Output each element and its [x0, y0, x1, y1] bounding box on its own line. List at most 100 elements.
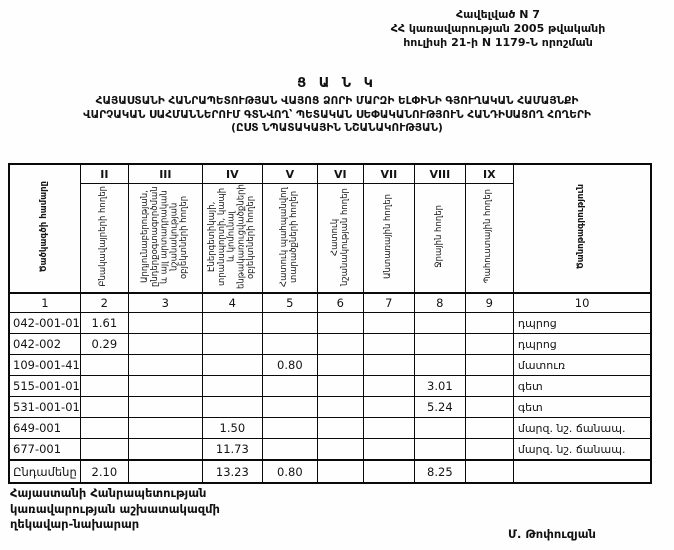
area-value-cell: [316, 312, 364, 334]
parcel-code-cell: 649-001: [8, 417, 81, 439]
total-label-cell: Ընդամենը: [8, 459, 81, 484]
roman-numeral: VII: [362, 163, 415, 184]
area-value-cell: 11.73: [201, 438, 263, 461]
table-row: 649-001 1.50 մարզ. նշ. ճանապ.: [8, 417, 652, 439]
table-row: 042-001-01 1.61 դպրոց: [8, 312, 652, 334]
appendix-reference: Հավելված N 7 ՀՀ կառավարության 2005 թվակա…: [330, 8, 666, 49]
column-number: 8: [413, 292, 466, 313]
header-water-lands: Ջրային հողեր: [413, 183, 466, 294]
header-special-purpose-lands: Հատուկ նշանակության հողեր: [316, 183, 364, 294]
note-cell: մարզ. նշ. ճանապ.: [512, 417, 652, 439]
signatory-line: ղեկավար-նախարար: [10, 517, 140, 532]
area-value-cell: [201, 312, 263, 334]
column-number-row: 1 2 3 4 5 6 7 8 9 10: [8, 292, 652, 313]
area-value-cell: [464, 354, 514, 376]
column-number: 3: [127, 292, 203, 313]
table-row: 531-001-01 5.24 գետ: [8, 396, 652, 418]
area-value-cell: 1.50: [201, 417, 263, 439]
column-number: 4: [201, 292, 263, 313]
parcel-code-cell: 531-001-01: [8, 396, 81, 418]
header-settlement-lands: Բնակավայրերի հողեր: [79, 183, 129, 294]
column-number: 1: [8, 292, 81, 313]
column-number: 2: [79, 292, 129, 313]
title-line: ՀԱՅԱՍՏԱՆԻ ՀԱՆՐԱՊԵՏՈՒԹՅԱՆ ՎԱՅՈՑ ՁՈՐԻ ՄԱՐԶ…: [95, 94, 579, 107]
area-value-cell: [79, 396, 129, 418]
parcel-code-cell: 109-001-41: [8, 354, 81, 376]
appendix-line: հուլիսի 21-ի N 1179-Ն որոշման: [403, 35, 593, 49]
roman-numeral: IX: [464, 163, 514, 184]
area-value-cell: [261, 333, 318, 355]
area-value-cell: [201, 375, 263, 397]
header-reserve-lands: Պահուստային հողեր: [464, 183, 514, 294]
area-value-cell: 0.80: [261, 354, 318, 376]
area-value-cell: [413, 333, 466, 355]
area-value-cell: [362, 396, 415, 418]
land-parcels-table: Ծածկագծի համարը II III IV V VI VII VIII …: [8, 163, 653, 484]
area-value-cell: [362, 354, 415, 376]
area-value-cell: [316, 417, 364, 439]
area-value-cell: [316, 459, 364, 484]
area-value-cell: [362, 438, 415, 461]
title-line: ՎԱՐՉԱԿԱՆ ՍԱՀՄԱՆՆԵՐՈՒՄ ԳՏՆՎՈՂ՝ ՊԵՏԱԿԱՆ ՍԵ…: [83, 108, 591, 121]
signature-name: Մ. Թոփուզյան: [508, 527, 596, 541]
area-value-cell: [362, 459, 415, 484]
area-value-cell: [413, 417, 466, 439]
area-value-cell: [413, 354, 466, 376]
area-value-cell: [316, 354, 364, 376]
column-number: 6: [316, 292, 364, 313]
area-value-cell: 5.24: [413, 396, 466, 418]
appendix-line: ՀՀ կառավարության 2005 թվականի: [390, 21, 606, 35]
area-value-cell: [127, 459, 203, 484]
column-header-row: Բնակավայրերի հողեր Արդյունաբերության, ըն…: [9, 183, 651, 294]
area-value-cell: [362, 333, 415, 355]
area-value-cell: [362, 375, 415, 397]
note-cell: մարզ. նշ. ճանապ.: [512, 438, 652, 461]
header-industrial-lands: Արդյունաբերության, ընդերքօգտագործման և ա…: [127, 183, 203, 294]
area-value-cell: 13.23: [201, 459, 263, 484]
note-cell: մատուռ: [512, 354, 652, 376]
roman-numeral: V: [261, 163, 318, 184]
roman-numeral: III: [127, 163, 203, 184]
area-value-cell: [464, 312, 514, 334]
roman-numeral: VIII: [413, 163, 466, 184]
column-number: 5: [261, 292, 318, 313]
area-value-cell: [362, 417, 415, 439]
note-cell: [512, 459, 652, 484]
parcel-code-cell: 042-002: [8, 333, 81, 355]
appendix-line: Հավելված N 7: [456, 8, 540, 21]
area-value-cell: [464, 375, 514, 397]
table-total-row: Ընդամենը 2.10 13.23 0.80 8.25: [8, 459, 652, 484]
area-value-cell: [261, 396, 318, 418]
title-heading: Ց Ա Ն Կ: [297, 76, 377, 91]
area-value-cell: [464, 459, 514, 484]
area-value-cell: [79, 354, 129, 376]
area-value-cell: 3.01: [413, 375, 466, 397]
area-value-cell: 2.10: [79, 459, 129, 484]
signatory-line: կառավարության աշխատակազմի: [10, 501, 220, 516]
area-value-cell: [127, 333, 203, 355]
area-value-cell: [79, 438, 129, 461]
area-value-cell: [316, 375, 364, 397]
area-value-cell: [464, 417, 514, 439]
signatory-line: Հայաստանի Հանրապետության: [10, 486, 207, 500]
roman-numeral-row: Ծածկագծի համարը II III IV V VI VII VIII …: [8, 163, 652, 294]
area-value-cell: [261, 312, 318, 334]
roman-numeral: IV: [201, 163, 263, 184]
column-number: 10: [512, 292, 652, 313]
area-value-cell: [464, 396, 514, 418]
area-value-cell: 0.80: [261, 459, 318, 484]
note-cell: դպրոց: [512, 333, 652, 355]
area-value-cell: [316, 396, 364, 418]
table-row: 515-001-01 3.01 գետ: [8, 375, 652, 397]
area-value-cell: [79, 375, 129, 397]
note-cell: գետ: [512, 396, 652, 418]
area-value-cell: [127, 312, 203, 334]
note-cell: գետ: [512, 375, 652, 397]
area-value-cell: [261, 417, 318, 439]
column-number: 9: [464, 292, 514, 313]
roman-numeral: VI: [316, 163, 364, 184]
note-cell: դպրոց: [512, 312, 652, 334]
area-value-cell: [464, 333, 514, 355]
area-value-cell: 1.61: [79, 312, 129, 334]
header-notes-label: Ծանոթագրություն: [576, 184, 587, 270]
